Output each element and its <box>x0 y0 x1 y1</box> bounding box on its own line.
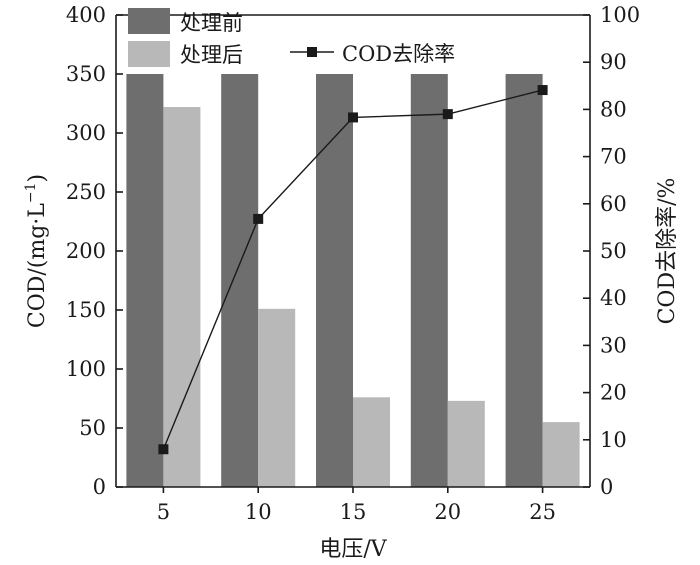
y2-tick-label-0: 0 <box>600 475 613 499</box>
bar-before-5 <box>126 74 164 487</box>
x-tick-label-25: 25 <box>529 500 556 524</box>
x-tick-label-10: 10 <box>245 500 272 524</box>
y2-tick-label-70: 70 <box>600 145 627 169</box>
legend-label-before: 处理前 <box>180 11 243 35</box>
removal-rate-point-15 <box>348 112 358 123</box>
y2-axis-title: COD去除率/% <box>655 178 680 325</box>
y-tick-label-250: 250 <box>66 180 106 204</box>
y2-tick-label-10: 10 <box>600 428 627 452</box>
x-tick-label-20: 20 <box>434 500 461 524</box>
y2-tick-label-30: 30 <box>600 333 627 357</box>
bar-before-20 <box>410 74 448 487</box>
bar-before-25 <box>505 74 543 487</box>
legend-swatch-after <box>128 41 170 67</box>
y2-tick-label-90: 90 <box>600 50 627 74</box>
y-tick-label-350: 350 <box>66 62 106 86</box>
y2-tick-label-60: 60 <box>600 192 627 216</box>
x-axis-title: 电压/V <box>319 537 387 562</box>
y-tick-label-200: 200 <box>66 239 106 263</box>
removal-rate-point-10 <box>253 213 264 224</box>
y-tick-label-100: 100 <box>66 357 106 381</box>
y2-tick-label-100: 100 <box>600 3 640 27</box>
y2-tick-label-20: 20 <box>600 381 627 405</box>
y2-tick-label-80: 80 <box>600 97 627 121</box>
removal-rate-line-layer <box>158 85 548 455</box>
bar-before-10 <box>221 74 259 487</box>
bar-after-10 <box>258 308 296 487</box>
bars-layer <box>126 74 580 487</box>
y2-tick-label-40: 40 <box>600 286 627 310</box>
legend-swatch-before <box>128 8 170 34</box>
y-tick-label-400: 400 <box>66 3 106 27</box>
legend-marker-removal <box>307 47 317 57</box>
removal-rate-point-25 <box>537 85 548 96</box>
y-axis-title: COD/(mg·L−1) <box>23 174 50 328</box>
bar-after-20 <box>447 400 485 487</box>
y-tick-label-0: 0 <box>93 475 106 499</box>
bar-after-5 <box>163 107 201 487</box>
y-tick-label-150: 150 <box>66 298 106 322</box>
removal-rate-point-20 <box>442 109 453 120</box>
axes-layer: 0 50 100 150 200 250 300 350 400 0 10 20 30 40 50 60 70 8… <box>23 3 680 562</box>
y-tick-label-300: 300 <box>66 121 106 145</box>
x-tick-label-5: 5 <box>157 500 170 524</box>
bar-before-15 <box>316 74 353 487</box>
y2-tick-label-50: 50 <box>600 239 627 263</box>
legend-label-after: 处理后 <box>180 43 243 67</box>
bar-after-25 <box>542 422 580 487</box>
legend-label-removal: COD去除率 <box>342 42 455 66</box>
removal-rate-point-5 <box>158 444 169 455</box>
bar-after-15 <box>353 397 390 487</box>
x-tick-label-15: 15 <box>340 500 367 524</box>
y-tick-label-50: 50 <box>79 416 106 440</box>
